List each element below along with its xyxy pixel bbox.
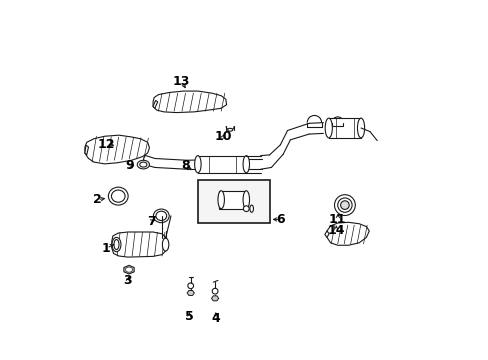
Ellipse shape	[337, 198, 351, 212]
Ellipse shape	[187, 283, 193, 289]
Polygon shape	[211, 296, 218, 301]
Ellipse shape	[334, 195, 355, 216]
Ellipse shape	[243, 191, 249, 209]
Polygon shape	[219, 191, 246, 209]
Text: 6: 6	[276, 213, 284, 226]
Text: 1: 1	[102, 242, 111, 255]
Ellipse shape	[112, 237, 121, 252]
Ellipse shape	[162, 238, 168, 251]
Ellipse shape	[111, 190, 125, 202]
Ellipse shape	[243, 206, 249, 212]
Text: 11: 11	[328, 213, 346, 226]
Polygon shape	[112, 232, 165, 257]
Text: 2: 2	[93, 193, 102, 206]
Ellipse shape	[156, 211, 166, 221]
Polygon shape	[198, 156, 246, 173]
Ellipse shape	[249, 205, 253, 212]
Polygon shape	[326, 222, 368, 245]
Ellipse shape	[125, 267, 132, 272]
Text: 9: 9	[125, 159, 134, 172]
Text: 3: 3	[123, 274, 132, 287]
Text: 10: 10	[214, 130, 231, 144]
Ellipse shape	[340, 201, 348, 210]
Ellipse shape	[218, 191, 224, 209]
Ellipse shape	[325, 118, 332, 138]
Ellipse shape	[108, 187, 128, 205]
Ellipse shape	[153, 209, 169, 223]
Ellipse shape	[227, 129, 232, 131]
Polygon shape	[328, 118, 360, 138]
Ellipse shape	[194, 156, 201, 173]
Ellipse shape	[114, 239, 119, 249]
Text: 8: 8	[181, 159, 189, 172]
Ellipse shape	[357, 118, 364, 138]
Text: 7: 7	[146, 215, 155, 228]
Polygon shape	[153, 91, 226, 113]
Text: 14: 14	[326, 224, 344, 237]
Polygon shape	[324, 231, 328, 237]
Text: 12: 12	[98, 138, 115, 150]
Polygon shape	[85, 135, 149, 164]
Polygon shape	[85, 145, 88, 155]
Text: 5: 5	[184, 310, 193, 324]
Text: 13: 13	[173, 75, 190, 88]
Polygon shape	[187, 291, 194, 296]
Ellipse shape	[140, 162, 147, 167]
Ellipse shape	[243, 156, 249, 173]
Ellipse shape	[137, 160, 149, 169]
Ellipse shape	[212, 288, 218, 294]
Bar	[198, 180, 269, 223]
Text: 4: 4	[211, 311, 220, 325]
Polygon shape	[123, 265, 134, 274]
Polygon shape	[153, 100, 158, 108]
